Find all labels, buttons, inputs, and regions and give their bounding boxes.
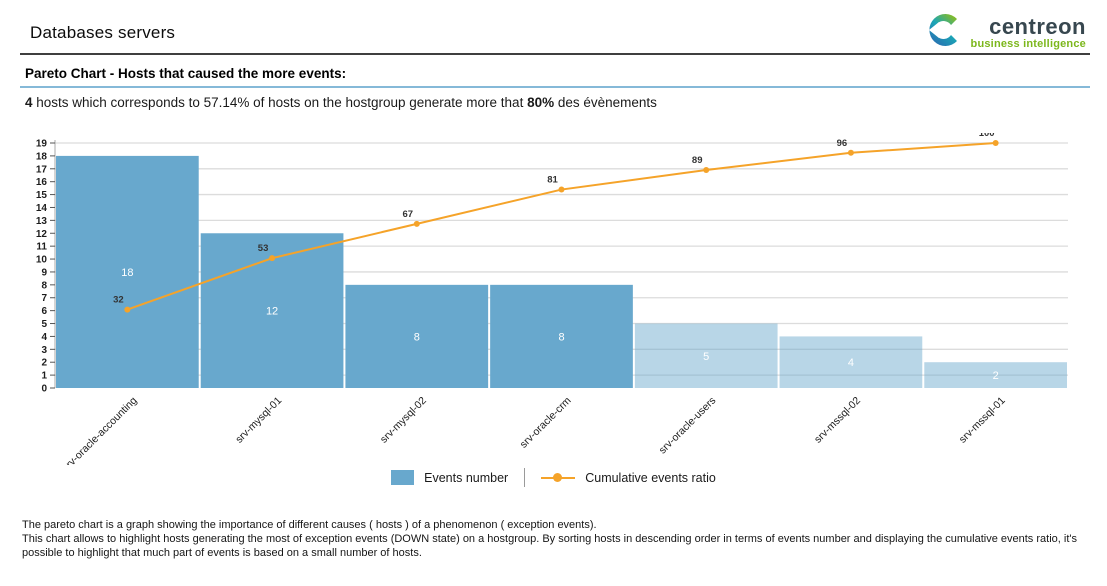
x-label-srv-oracle-crm: srv-oracle-crm (518, 394, 574, 450)
bar-value-label: 5 (703, 351, 709, 363)
line-point-srv-oracle-accounting[interactable] (124, 306, 131, 313)
bar-srv-oracle-users[interactable] (634, 323, 778, 388)
x-label-srv-mysql-02: srv-mysql-02 (378, 395, 429, 446)
centreon-logo: centreon business intelligence (924, 10, 1090, 55)
line-value-label: 96 (837, 138, 848, 149)
line-value-label: 32 (113, 295, 124, 306)
x-label-srv-oracle-accounting: srv-oracle-accounting (60, 395, 140, 465)
y-tick-label: 14 (36, 203, 48, 214)
line-point-srv-mysql-02[interactable] (413, 220, 420, 227)
line-point-srv-oracle-users[interactable] (703, 166, 710, 173)
logo-tagline: business intelligence (970, 37, 1086, 50)
y-tick-label: 10 (36, 255, 48, 266)
line-point-srv-mssql-01[interactable] (992, 140, 999, 146)
bar-srv-mysql-02[interactable] (345, 284, 489, 388)
bar-srv-mssql-02[interactable] (779, 336, 923, 388)
y-tick-label: 9 (41, 267, 47, 278)
cumulative-ratio-marker (541, 470, 576, 485)
events-number-swatch (391, 470, 415, 485)
y-tick-label: 3 (41, 345, 47, 356)
y-tick-label: 5 (41, 319, 47, 330)
y-tick-label: 15 (36, 190, 48, 201)
bar-srv-mssql-01[interactable] (924, 362, 1067, 388)
chart-legend: Events number Cumulative events ratio (0, 468, 1107, 487)
description-line: possible to highlight that much part of … (22, 547, 422, 559)
y-tick-label: 7 (41, 293, 47, 304)
line-value-label: 100 (979, 133, 995, 139)
line-value-label: 67 (402, 209, 413, 220)
line-value-label: 89 (692, 155, 703, 166)
summary-host-count: 4 (25, 95, 33, 110)
description-line: The pareto chart is a graph showing the … (22, 519, 597, 531)
bar-value-label: 18 (121, 267, 133, 279)
logo-name: centreon (989, 13, 1086, 39)
x-label-srv-mysql-01: srv-mysql-01 (233, 395, 284, 446)
bar-value-label: 12 (266, 306, 278, 318)
chart-summary-text: 4 hosts which corresponds to 57.14% of h… (25, 95, 657, 110)
y-tick-label: 13 (36, 216, 48, 227)
report-header: Databases servers centreon (20, 12, 1090, 55)
x-label-srv-mssql-01: srv-mssql-01 (957, 395, 1008, 446)
y-tick-label: 19 (36, 139, 48, 150)
y-tick-label: 18 (36, 151, 48, 162)
line-value-label: 53 (258, 243, 269, 254)
bar-value-label: 2 (993, 370, 999, 382)
y-tick-label: 17 (36, 164, 48, 175)
bar-value-label: 4 (848, 357, 854, 369)
y-tick-label: 0 (41, 384, 47, 395)
chart-description: The pareto chart is a graph showing the … (22, 518, 1093, 560)
x-label-srv-oracle-users: srv-oracle-users (657, 395, 719, 457)
description-line: This chart allows to highlight hosts gen… (22, 533, 1077, 545)
y-tick-label: 1 (41, 371, 47, 382)
page-title: Databases servers (30, 22, 176, 42)
logo-text: centreon business intelligence (970, 13, 1086, 50)
legend-label-ratio: Cumulative events ratio (585, 470, 716, 485)
bar-srv-oracle-accounting[interactable] (56, 155, 199, 388)
y-tick-label: 6 (41, 306, 47, 317)
section-title: Pareto Chart - Hosts that caused the mor… (20, 66, 1090, 88)
y-tick-label: 12 (36, 229, 48, 240)
line-value-label: 81 (547, 175, 558, 186)
y-tick-label: 4 (41, 332, 47, 343)
bar-value-label: 8 (414, 331, 420, 343)
y-tick-label: 16 (36, 177, 48, 188)
y-tick-label: 8 (41, 280, 47, 291)
line-point-srv-mysql-01[interactable] (269, 255, 276, 262)
legend-separator (524, 468, 526, 487)
line-point-srv-mssql-02[interactable] (847, 149, 854, 156)
legend-label-events: Events number (424, 470, 509, 485)
line-point-srv-oracle-crm[interactable] (558, 186, 565, 193)
x-label-srv-mssql-02: srv-mssql-02 (812, 395, 863, 446)
summary-percentage: 80% (527, 95, 555, 110)
y-tick-label: 2 (41, 358, 47, 369)
bar-srv-oracle-crm[interactable] (490, 284, 633, 388)
centreon-c-icon (924, 10, 964, 55)
y-tick-label: 11 (36, 242, 47, 253)
bar-value-label: 8 (558, 331, 564, 343)
